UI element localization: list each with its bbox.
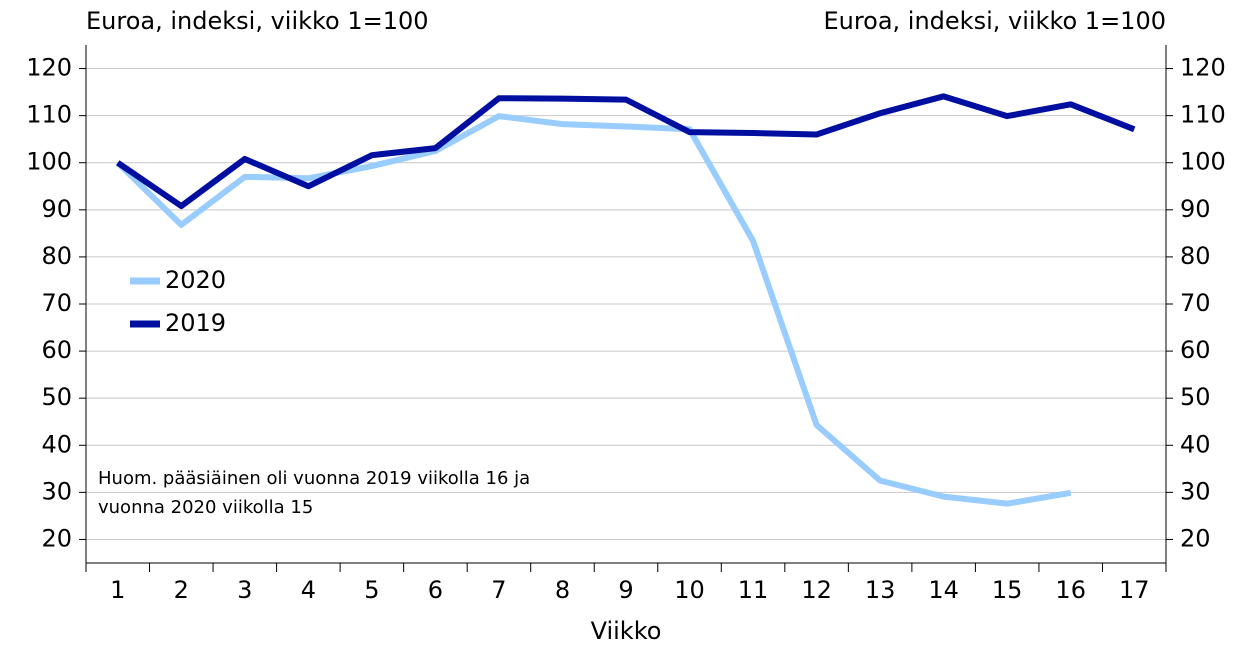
y-axis-label: Euroa, indeksi, viikko 1=100	[86, 7, 429, 35]
x-tick-label: 14	[928, 576, 959, 604]
y2-tick-label: 120	[1180, 54, 1226, 82]
x-tick-label: 1	[110, 576, 125, 604]
x-tick-label: 5	[364, 576, 379, 604]
y2-tick-label: 110	[1180, 101, 1226, 129]
x-tick-label: 6	[428, 576, 443, 604]
x-tick-label: 4	[301, 576, 316, 604]
y-tick-label: 20	[41, 524, 72, 552]
y-tick-label: 90	[41, 195, 72, 223]
y-tick-label: 80	[41, 242, 72, 270]
y2-tick-label: 100	[1180, 148, 1226, 176]
x-tick-label: 8	[555, 576, 570, 604]
x-tick-label: 13	[865, 576, 896, 604]
y2-tick-label: 50	[1180, 383, 1211, 411]
y-tick-label: 70	[41, 289, 72, 317]
annotation: vuonna 2020 viikolla 15	[98, 497, 313, 518]
y-tick-label: 60	[41, 336, 72, 364]
x-tick-label: 3	[237, 576, 252, 604]
series-line	[115, 113, 1072, 507]
x-tick-label: 2	[174, 576, 189, 604]
y2-tick-label: 30	[1180, 477, 1211, 505]
y2-tick-label: 60	[1180, 336, 1211, 364]
x-tick-label: 16	[1055, 576, 1086, 604]
y2-tick-label: 40	[1180, 430, 1211, 458]
y-tick-label: 50	[41, 383, 72, 411]
legend-label: 2020	[165, 266, 226, 294]
y2-tick-label: 20	[1180, 524, 1211, 552]
y-tick-label: 30	[41, 477, 72, 505]
x-tick-label: 12	[801, 576, 832, 604]
legend-label: 2019	[165, 309, 226, 337]
x-tick-label: 7	[491, 576, 506, 604]
y-tick-label: 100	[26, 148, 72, 176]
x-tick-label: 11	[738, 576, 769, 604]
y2-axis-label: Euroa, indeksi, viikko 1=100	[823, 7, 1166, 35]
y2-tick-label: 90	[1180, 195, 1211, 223]
x-axis-label: Viikko	[591, 617, 662, 645]
x-tick-label: 15	[992, 576, 1023, 604]
y-tick-label: 120	[26, 54, 72, 82]
y-tick-label: 40	[41, 430, 72, 458]
x-tick-label: 9	[618, 576, 633, 604]
x-tick-label: 10	[674, 576, 705, 604]
series-line	[116, 93, 1136, 210]
annotation: Huom. pääsiäinen oli vuonna 2019 viikoll…	[98, 468, 530, 489]
x-tick-label: 17	[1119, 576, 1150, 604]
y2-tick-label: 80	[1180, 242, 1211, 270]
y2-tick-label: 70	[1180, 289, 1211, 317]
y-tick-label: 110	[26, 101, 72, 129]
